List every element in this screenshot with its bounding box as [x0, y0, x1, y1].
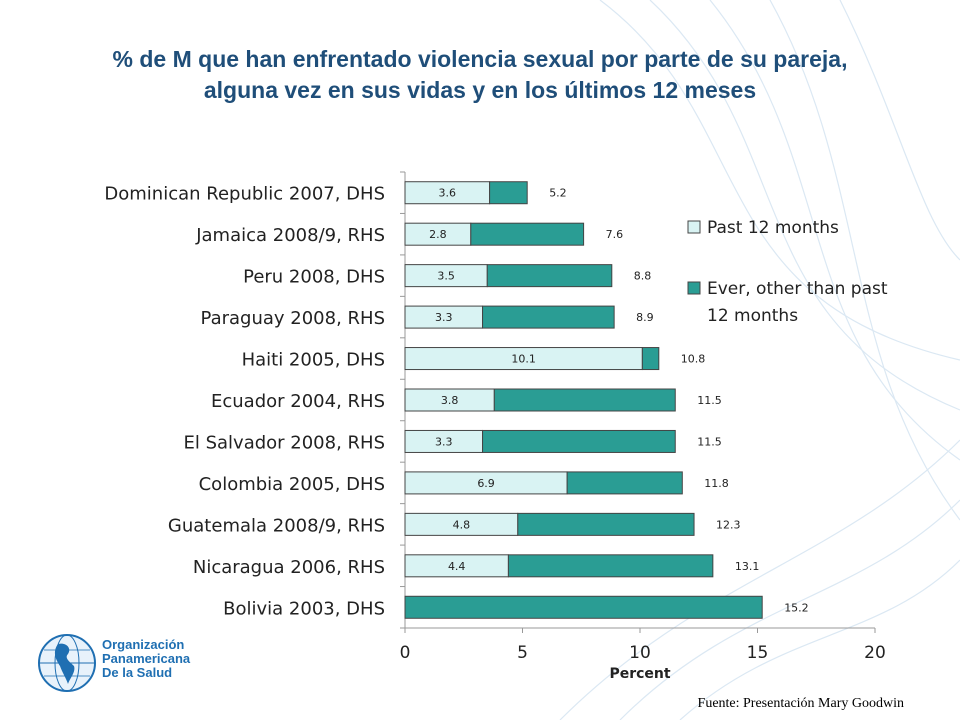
- globe-icon: [38, 634, 96, 692]
- x-axis-label: Percent: [609, 666, 670, 682]
- total-value-label: 5.2: [549, 187, 567, 200]
- x-tick-label: 5: [517, 643, 528, 663]
- x-tick-label: 0: [400, 643, 411, 663]
- paho-logo: Organización Panamericana De la Salud: [36, 632, 236, 694]
- bar-value-label: 4.4: [448, 560, 466, 573]
- bar-ever-other: [489, 181, 528, 205]
- slide-title-line-1: % de M que han enfrentado violencia sexu…: [112, 46, 848, 72]
- category-label: Colombia 2005, DHS: [199, 474, 385, 495]
- bar-ever-other: [493, 388, 676, 412]
- bar-ever-other: [404, 595, 763, 619]
- category-label: Peru 2008, DHS: [243, 267, 385, 288]
- slide-title-line-2: alguna vez en sus vidas y en los últimos…: [203, 77, 757, 103]
- total-value-label: 15.2: [784, 601, 809, 614]
- bar-value-label: 6.9: [477, 477, 495, 490]
- bar-ever-other: [470, 222, 585, 246]
- total-value-label: 8.9: [636, 311, 654, 324]
- legend-swatch-past-12-months: [687, 220, 701, 234]
- total-value-label: 11.5: [697, 394, 722, 407]
- category-label: Guatemala 2008/9, RHS: [168, 515, 385, 536]
- x-tick-label: 15: [747, 643, 769, 663]
- bar-ever-other: [482, 305, 615, 329]
- legend-label-ever-other-line-2: 12 months: [707, 306, 798, 326]
- bar-value-label: 3.6: [439, 187, 457, 200]
- total-value-label: 11.8: [704, 477, 729, 490]
- legend-label-ever-other-line-1: Ever, other than past: [707, 279, 888, 299]
- logo-line-1: Organización: [102, 637, 185, 652]
- category-label: El Salvador 2008, RHS: [183, 432, 385, 453]
- bar-ever-other: [517, 512, 695, 536]
- category-label: Ecuador 2004, RHS: [211, 391, 385, 412]
- category-label: Haiti 2005, DHS: [242, 350, 385, 371]
- logo-line-2: Panamericana: [102, 651, 191, 666]
- total-value-label: 8.8: [634, 270, 652, 283]
- category-label: Jamaica 2008/9, RHS: [195, 225, 385, 246]
- total-value-label: 11.5: [697, 435, 722, 448]
- category-label: Paraguay 2008, RHS: [201, 308, 385, 329]
- bar-ever-other: [482, 429, 676, 453]
- total-value-label: 7.6: [606, 228, 624, 241]
- bar-value-label: 4.8: [453, 518, 471, 531]
- source-note: Fuente: Presentación Mary Goodwin: [697, 696, 904, 711]
- bar-value-label: 3.3: [435, 435, 453, 448]
- legend-swatch-ever-other: [687, 281, 701, 295]
- bar-ever-other: [486, 264, 613, 288]
- total-value-label: 10.8: [681, 353, 706, 366]
- logo-line-3: De la Salud: [102, 665, 173, 680]
- bar-ever-other: [641, 347, 660, 371]
- bar-ever-other: [507, 554, 714, 578]
- x-tick-label: 20: [864, 643, 886, 663]
- bar-value-label: 3.3: [435, 311, 453, 324]
- slide-title: % de M que han enfrentado violencia sexu…: [30, 44, 930, 106]
- bar-ever-other: [566, 471, 683, 495]
- category-label: Dominican Republic 2007, DHS: [104, 184, 385, 205]
- legend-label-past-12-months: Past 12 months: [707, 218, 839, 238]
- bar-value-label: 10.1: [511, 353, 536, 366]
- category-label: Nicaragua 2006, RHS: [193, 557, 385, 578]
- bar-value-label: 3.8: [441, 394, 459, 407]
- total-value-label: 13.1: [735, 560, 760, 573]
- bar-value-label: 3.5: [437, 270, 455, 283]
- bar-value-label: 2.8: [429, 228, 447, 241]
- logo-text: Organización Panamericana De la Salud: [102, 638, 190, 680]
- x-tick-label: 10: [629, 643, 651, 663]
- category-label: Bolivia 2003, DHS: [223, 598, 385, 619]
- total-value-label: 12.3: [716, 518, 741, 531]
